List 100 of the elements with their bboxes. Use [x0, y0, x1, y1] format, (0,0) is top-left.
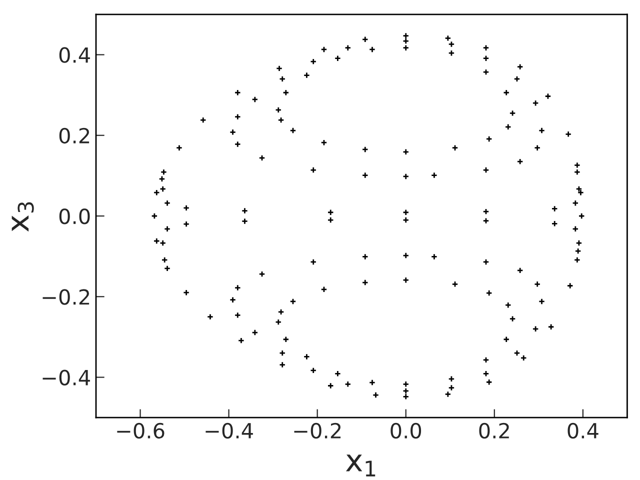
- point: [362, 36, 368, 43]
- point: [504, 124, 512, 130]
- x-tick-label: 0.4: [568, 422, 598, 439]
- point: [448, 40, 455, 48]
- point: [206, 314, 214, 320]
- point: [509, 316, 516, 322]
- point: [538, 298, 546, 305]
- y-tick-label: 0.0: [59, 208, 90, 224]
- point: [164, 226, 171, 232]
- point: [327, 209, 334, 216]
- point: [402, 209, 410, 216]
- x-tick-label: 0.0: [390, 422, 422, 439]
- x-tick-label: 0.2: [479, 422, 509, 439]
- point: [452, 144, 458, 152]
- point: [576, 186, 582, 192]
- point: [402, 388, 410, 394]
- point: [290, 298, 296, 305]
- point: [503, 89, 510, 96]
- point: [344, 44, 352, 52]
- point: [279, 76, 286, 82]
- y-tick-label: 0.2: [59, 128, 90, 144]
- point: [402, 276, 410, 284]
- point: [402, 32, 410, 40]
- point: [153, 189, 160, 196]
- point: [362, 279, 368, 286]
- x-axis-title: x$_{1}$: [346, 454, 376, 476]
- point: [486, 378, 492, 386]
- point: [402, 173, 410, 180]
- point: [234, 89, 241, 96]
- point: [334, 370, 341, 377]
- point: [572, 200, 579, 206]
- point: [279, 350, 286, 356]
- point: [566, 282, 574, 290]
- point: [520, 354, 527, 362]
- y-tick-label: −0.2: [42, 289, 90, 305]
- point: [234, 140, 241, 148]
- point: [275, 106, 282, 114]
- point: [158, 176, 166, 182]
- point: [578, 212, 585, 220]
- point: [320, 139, 328, 146]
- point: [344, 380, 352, 388]
- point: [482, 44, 490, 52]
- point: [362, 253, 368, 260]
- point: [229, 296, 236, 304]
- point: [368, 46, 376, 53]
- point: [183, 204, 190, 212]
- point: [551, 205, 558, 212]
- point: [310, 58, 317, 65]
- point: [275, 318, 282, 326]
- point: [486, 136, 492, 142]
- point: [504, 302, 512, 308]
- point: [320, 286, 328, 293]
- point: [402, 148, 410, 156]
- point: [503, 336, 510, 343]
- x-tick-label: −0.4: [206, 422, 253, 439]
- point: [402, 216, 410, 224]
- point: [362, 172, 368, 179]
- point: [183, 289, 190, 296]
- point: [160, 240, 166, 246]
- point: [444, 34, 452, 42]
- point: [532, 100, 539, 106]
- point: [534, 280, 541, 288]
- point: [544, 92, 552, 100]
- point: [574, 168, 580, 176]
- point: [303, 353, 310, 360]
- point: [516, 267, 524, 274]
- point: [482, 370, 490, 377]
- point: [164, 200, 171, 206]
- point: [448, 376, 455, 382]
- point: [516, 64, 524, 70]
- point: [320, 46, 328, 53]
- point: [278, 116, 284, 124]
- point: [290, 127, 296, 134]
- point: [482, 68, 490, 76]
- point: [482, 208, 490, 215]
- point: [514, 76, 520, 82]
- point: [402, 380, 410, 388]
- point: [482, 218, 490, 224]
- point: [327, 216, 334, 224]
- point: [551, 220, 558, 227]
- point: [402, 393, 410, 400]
- point: [241, 218, 248, 225]
- point: [234, 312, 241, 318]
- point: [252, 96, 258, 103]
- point: [574, 162, 580, 168]
- point: [258, 154, 266, 162]
- point: [241, 207, 248, 214]
- point: [276, 65, 283, 72]
- point: [176, 144, 183, 152]
- point: [327, 382, 334, 390]
- point: [151, 212, 158, 220]
- point: [482, 55, 490, 62]
- point: [310, 258, 317, 266]
- point: [238, 337, 244, 344]
- point: [486, 290, 492, 296]
- point: [282, 89, 290, 96]
- point: [482, 258, 490, 266]
- point: [372, 392, 380, 398]
- point: [303, 72, 310, 79]
- point: [334, 55, 341, 62]
